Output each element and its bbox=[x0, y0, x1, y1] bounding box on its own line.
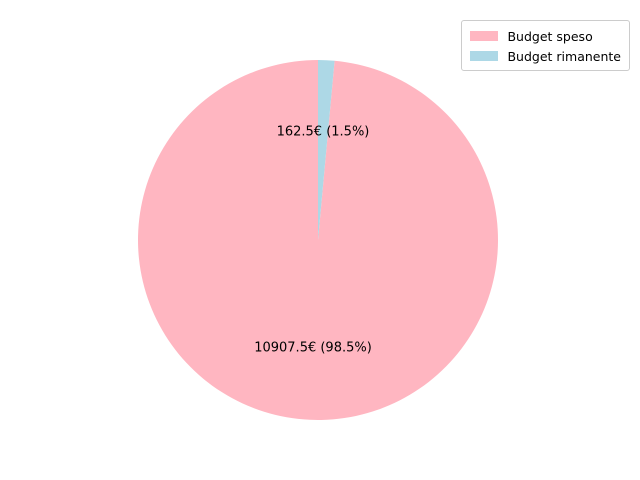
pie-slices bbox=[137, 60, 498, 420]
pie-label-budget-rimanente: 162.5€ (1.5%) bbox=[277, 125, 370, 140]
pie-slice-budget-rimanente bbox=[318, 60, 335, 240]
legend-item-budget-rimanente: Budget rimanente bbox=[470, 46, 621, 66]
legend-swatch-budget-rimanente bbox=[470, 51, 499, 61]
legend: Budget speso Budget rimanente bbox=[461, 20, 630, 71]
legend-swatch-budget-speso bbox=[470, 31, 499, 41]
legend-label-budget-speso: Budget speso bbox=[507, 28, 593, 44]
legend-item-budget-speso: Budget speso bbox=[470, 26, 621, 46]
pie-label-budget-speso: 10907.5€ (98.5%) bbox=[254, 340, 372, 355]
legend-label-budget-rimanente: Budget rimanente bbox=[507, 48, 621, 64]
pie-labels: 10907.5€ (98.5%) 162.5€ (1.5%) bbox=[254, 125, 372, 356]
